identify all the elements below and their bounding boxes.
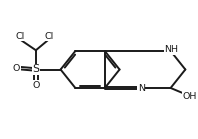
Text: Cl: Cl bbox=[45, 32, 54, 41]
Text: N: N bbox=[138, 84, 145, 93]
Text: O: O bbox=[32, 81, 40, 90]
Text: Cl: Cl bbox=[15, 32, 24, 41]
Text: S: S bbox=[32, 64, 39, 75]
Text: OH: OH bbox=[183, 92, 197, 101]
Text: O: O bbox=[13, 64, 20, 73]
Text: NH: NH bbox=[165, 45, 179, 54]
